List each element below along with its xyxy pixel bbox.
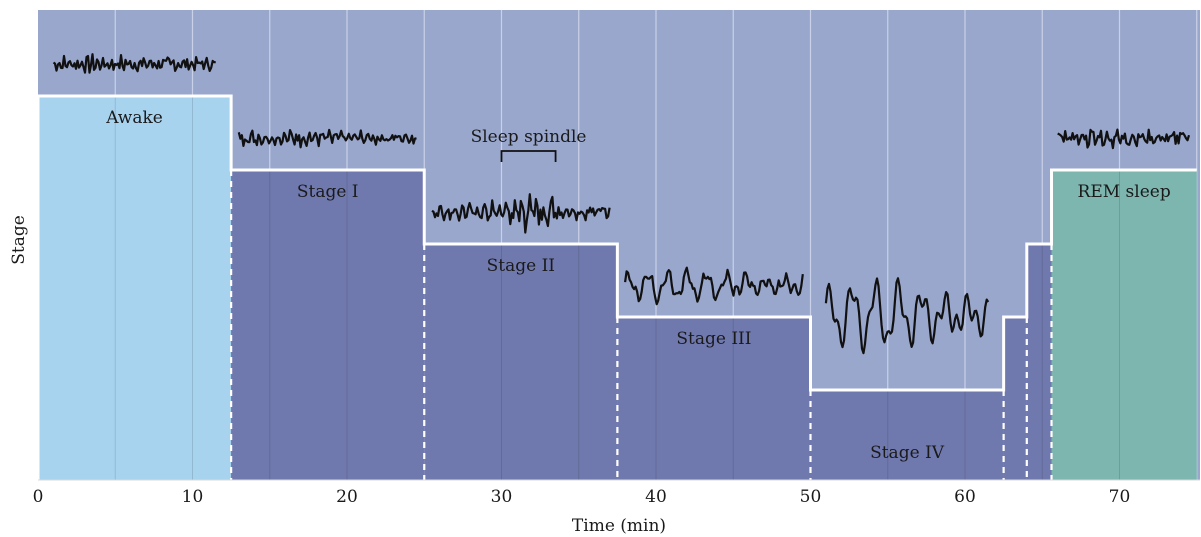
stage-labels: Awake Stage I Stage II Stage III Stage IV REM… xyxy=(105,108,1171,463)
stage-block-rem xyxy=(1051,170,1197,480)
y-axis-label: Stage xyxy=(9,215,29,265)
hypnogram-outline xyxy=(36,94,1197,480)
stage-block-stage2 xyxy=(1026,244,1052,480)
x-tick-label: 0 xyxy=(33,487,44,507)
annotations: Sleep spindle xyxy=(471,127,587,162)
stage-block-stage2 xyxy=(424,244,618,480)
stage-block-stage1 xyxy=(231,170,425,480)
x-tick-label: 30 xyxy=(491,487,513,507)
x-axis-label: Time (min) xyxy=(572,516,666,536)
stage-label-rem: REM sleep xyxy=(1078,182,1171,202)
x-tick-label: 60 xyxy=(954,487,976,507)
eeg-trace-rem xyxy=(1057,128,1191,150)
eeg-trace-stage4 xyxy=(824,277,990,355)
stage-blocks xyxy=(38,96,1197,480)
x-tick-label: 20 xyxy=(336,487,358,507)
stage-block-stage3 xyxy=(1003,317,1027,480)
stage-block-stage4 xyxy=(810,390,1004,480)
stage-label-stage4: Stage IV xyxy=(870,443,945,463)
eeg-trace-awake xyxy=(52,53,216,74)
sleep-spindle-bracket xyxy=(500,150,557,162)
eeg-traces xyxy=(52,53,1191,355)
stage-label-stage2: Stage II xyxy=(487,256,555,276)
x-tick-label: 70 xyxy=(1109,487,1131,507)
eeg-trace-stage3 xyxy=(624,266,804,306)
sleep-spindle-label: Sleep spindle xyxy=(471,127,587,147)
stage-block-awake xyxy=(38,96,232,480)
stage-label-stage3: Stage III xyxy=(676,329,751,349)
hypnogram-step-line xyxy=(36,94,1197,480)
x-tick-label: 50 xyxy=(800,487,822,507)
stage-block-stage3 xyxy=(617,317,811,480)
eeg-trace-stage1 xyxy=(237,128,417,149)
x-tick-label: 40 xyxy=(645,487,667,507)
eeg-trace-stage2 xyxy=(431,193,611,234)
x-axis-ticks: 0 10 20 30 40 50 60 70 xyxy=(33,487,1131,507)
stage-label-awake: Awake xyxy=(105,108,163,128)
x-tick-label: 10 xyxy=(182,487,204,507)
stage-label-stage1: Stage I xyxy=(297,182,359,202)
